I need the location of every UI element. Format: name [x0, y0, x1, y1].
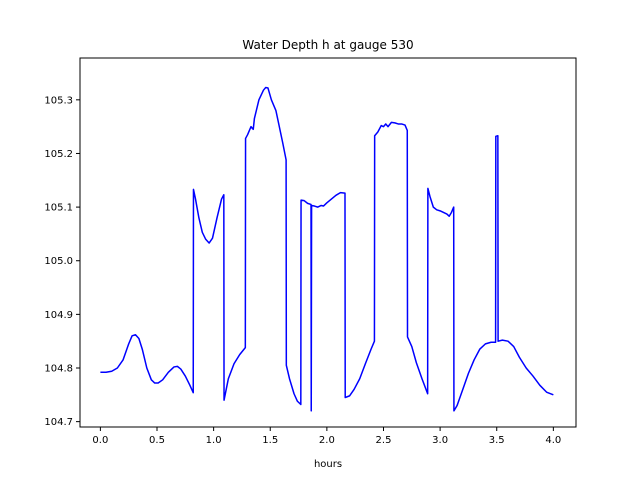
x-axis-label: hours: [314, 459, 342, 470]
x-tick-label: 0.5: [149, 435, 165, 446]
y-tick-label: 104.9: [44, 310, 73, 321]
x-tick-label: 2.0: [319, 435, 335, 446]
y-tick-label: 105.2: [44, 149, 73, 160]
plot-area: [100, 86, 554, 412]
chart-title: Water Depth h at gauge 530: [242, 38, 413, 52]
y-tick-label: 104.8: [44, 364, 73, 375]
x-tick-label: 1.0: [206, 435, 222, 446]
plot-frame: [79, 57, 577, 428]
x-tick-label: 1.5: [262, 435, 278, 446]
x-tick-label: 4.0: [545, 435, 561, 446]
x-tick-label: 3.5: [489, 435, 505, 446]
y-tick-label: 105.3: [44, 95, 73, 106]
y-tick-label: 105.0: [44, 256, 73, 267]
water-depth-line: [100, 86, 554, 412]
x-tick-label: 0.0: [92, 435, 108, 446]
y-tick-label: 104.7: [44, 417, 73, 428]
x-tick-label: 2.5: [376, 435, 392, 446]
x-tick-label: 3.0: [432, 435, 448, 446]
axis-ticks: 0.0 0.5 1.0 1.5 2.0 2.5 3.0 3.5 4.0 104.7 104.8 104…: [44, 95, 561, 446]
y-tick-label: 105.1: [44, 203, 73, 214]
